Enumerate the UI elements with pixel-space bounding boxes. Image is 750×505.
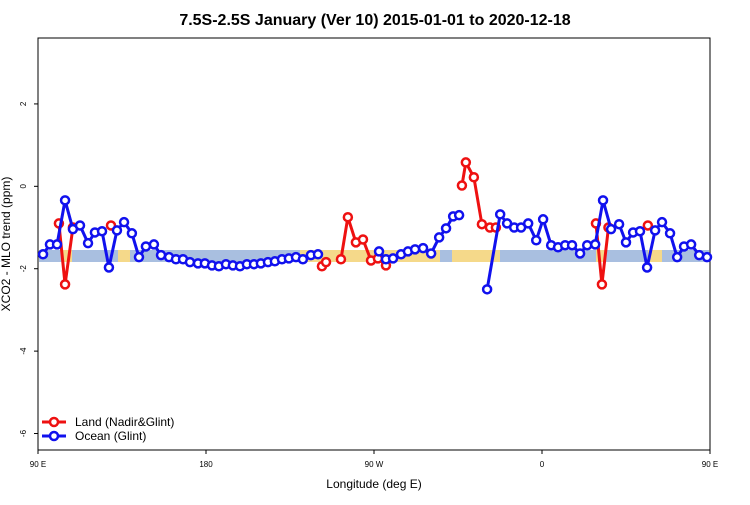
point (297, 253, 309, 265)
point (596, 279, 608, 290)
point (37, 249, 49, 260)
legend-marker (48, 416, 60, 428)
point (148, 239, 160, 250)
point (133, 251, 145, 263)
point (460, 157, 472, 168)
point (433, 232, 445, 243)
legend-label: Ocean (Glint) (75, 429, 146, 443)
point (642, 220, 654, 231)
point (126, 228, 138, 239)
point (494, 209, 506, 220)
point (51, 239, 63, 250)
point (456, 180, 468, 191)
point (373, 246, 385, 257)
point (111, 225, 123, 236)
point (641, 262, 653, 273)
x-tick-label: 0 (540, 460, 545, 469)
point (701, 251, 713, 263)
y-tick-label: -6 (19, 429, 28, 437)
point (613, 218, 625, 230)
point (387, 253, 399, 264)
point (634, 225, 646, 237)
point (425, 248, 437, 259)
x-tick-label: 90 E (30, 460, 46, 469)
point (118, 216, 130, 228)
point (312, 249, 324, 260)
point (685, 239, 697, 250)
point (468, 172, 480, 183)
point (59, 195, 71, 206)
point (320, 256, 332, 268)
point (440, 223, 452, 234)
point (522, 218, 534, 229)
point (664, 228, 676, 239)
point (671, 251, 683, 263)
y-tick-label: 0 (19, 184, 28, 189)
point (82, 237, 94, 249)
point (342, 211, 354, 223)
y-tick-label: -2 (19, 265, 28, 273)
point (476, 218, 488, 230)
point (481, 284, 493, 295)
point (605, 223, 617, 235)
point (74, 220, 86, 231)
chart-title: 7.5S-2.5S January (Ver 10) 2015-01-01 to… (179, 12, 570, 29)
x-tick-label: 180 (199, 460, 213, 469)
point (417, 242, 429, 254)
point (597, 195, 609, 206)
legend-marker (48, 430, 60, 442)
point (649, 225, 661, 236)
point (103, 262, 115, 273)
point (357, 234, 369, 245)
point (409, 244, 421, 255)
y-axis-label: XCO2 - MLO trend (ppm) (0, 177, 13, 312)
x-tick-label: 90 E (702, 460, 718, 469)
series-line (59, 162, 648, 284)
x-tick-label: 90 W (365, 460, 384, 469)
point (96, 225, 108, 237)
point (581, 239, 593, 251)
point (155, 249, 167, 261)
point (140, 241, 152, 252)
point (335, 253, 347, 265)
point (530, 235, 542, 246)
y-tick-label: -4 (19, 347, 28, 355)
point (453, 209, 465, 221)
point (656, 216, 668, 228)
legend: Land (Nadir&Glint)Ocean (Glint) (42, 415, 174, 443)
y-tick-label: 2 (19, 101, 28, 106)
point (566, 239, 578, 251)
legend-label: Land (Nadir&Glint) (75, 415, 174, 429)
point (589, 239, 601, 250)
point (574, 248, 586, 259)
point (620, 237, 632, 248)
plot-frame (37, 37, 711, 451)
point (537, 214, 549, 225)
point (184, 256, 196, 268)
point (59, 279, 71, 290)
x-axis-label: Longitude (deg E) (326, 477, 421, 491)
